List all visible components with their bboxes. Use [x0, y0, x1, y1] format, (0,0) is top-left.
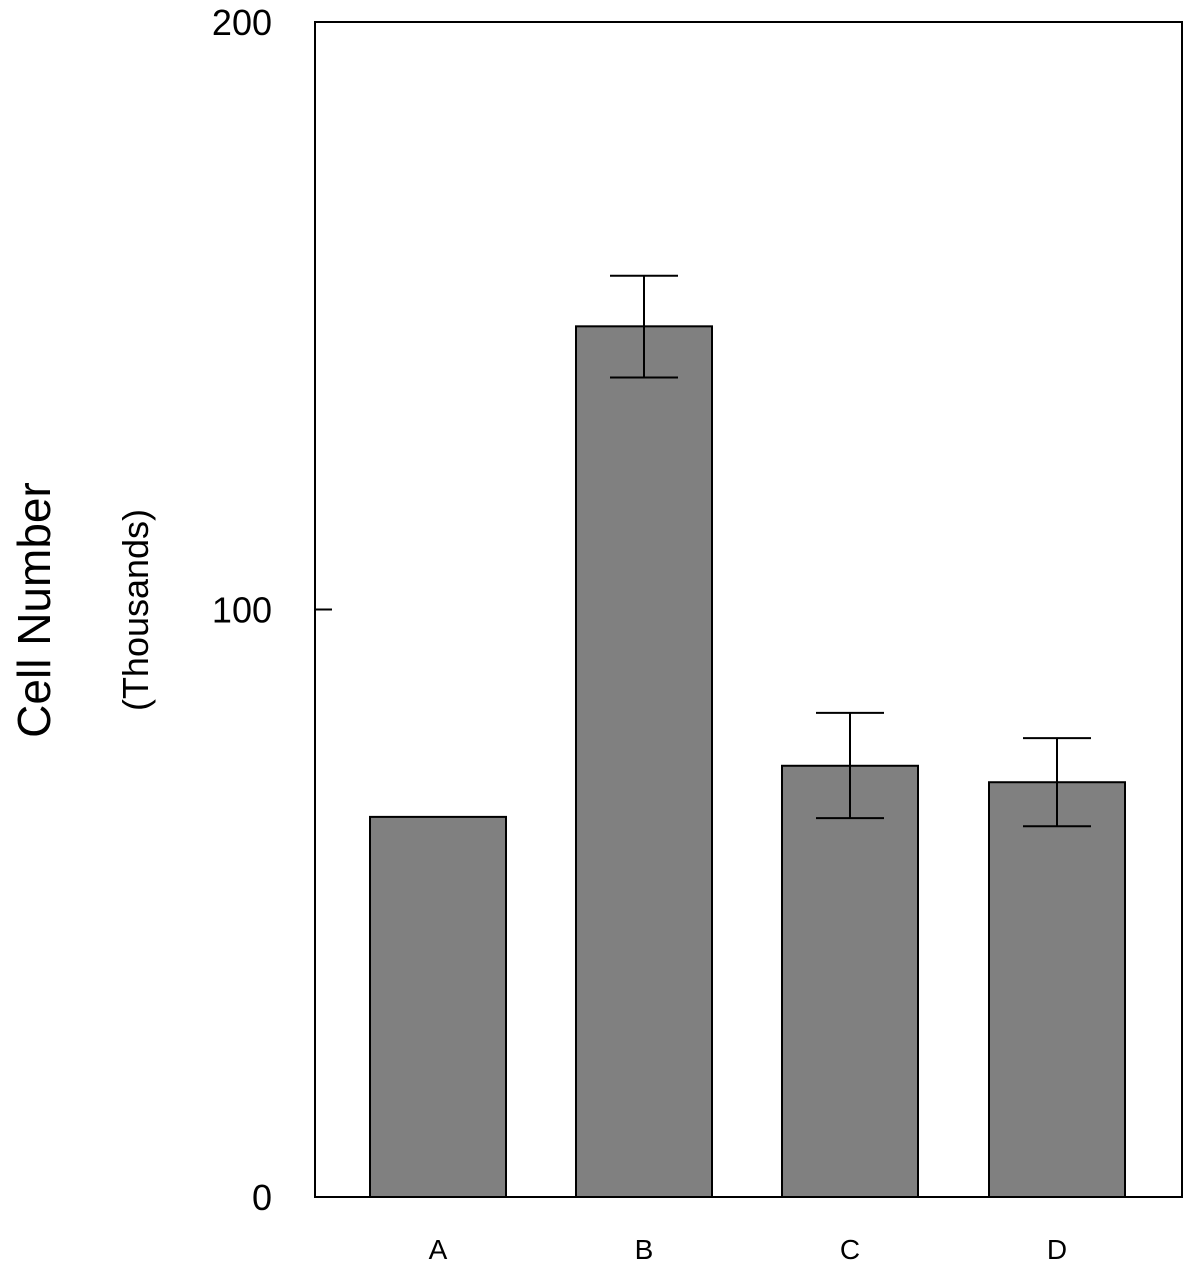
bars [369, 325, 1126, 1199]
y-tick-label: 200 [212, 2, 272, 43]
bar-b [575, 325, 713, 1198]
error-bars [610, 274, 1091, 828]
x-category-label: D [1047, 1234, 1067, 1265]
x-category-label: A [429, 1234, 448, 1265]
x-labels: A B C D [429, 1234, 1067, 1265]
y-ticks: 0 100 200 [212, 2, 332, 1218]
x-category-label: C [840, 1234, 860, 1265]
y-axis-unit: (Thousands) [115, 509, 156, 711]
bar-c [781, 764, 919, 1199]
bar-a [369, 815, 507, 1198]
y-tick-label: 0 [252, 1177, 272, 1218]
bar-d [988, 781, 1126, 1198]
y-tick-label: 100 [212, 590, 272, 631]
x-category-label: B [635, 1234, 654, 1265]
y-axis-title: Cell Number [8, 482, 60, 738]
